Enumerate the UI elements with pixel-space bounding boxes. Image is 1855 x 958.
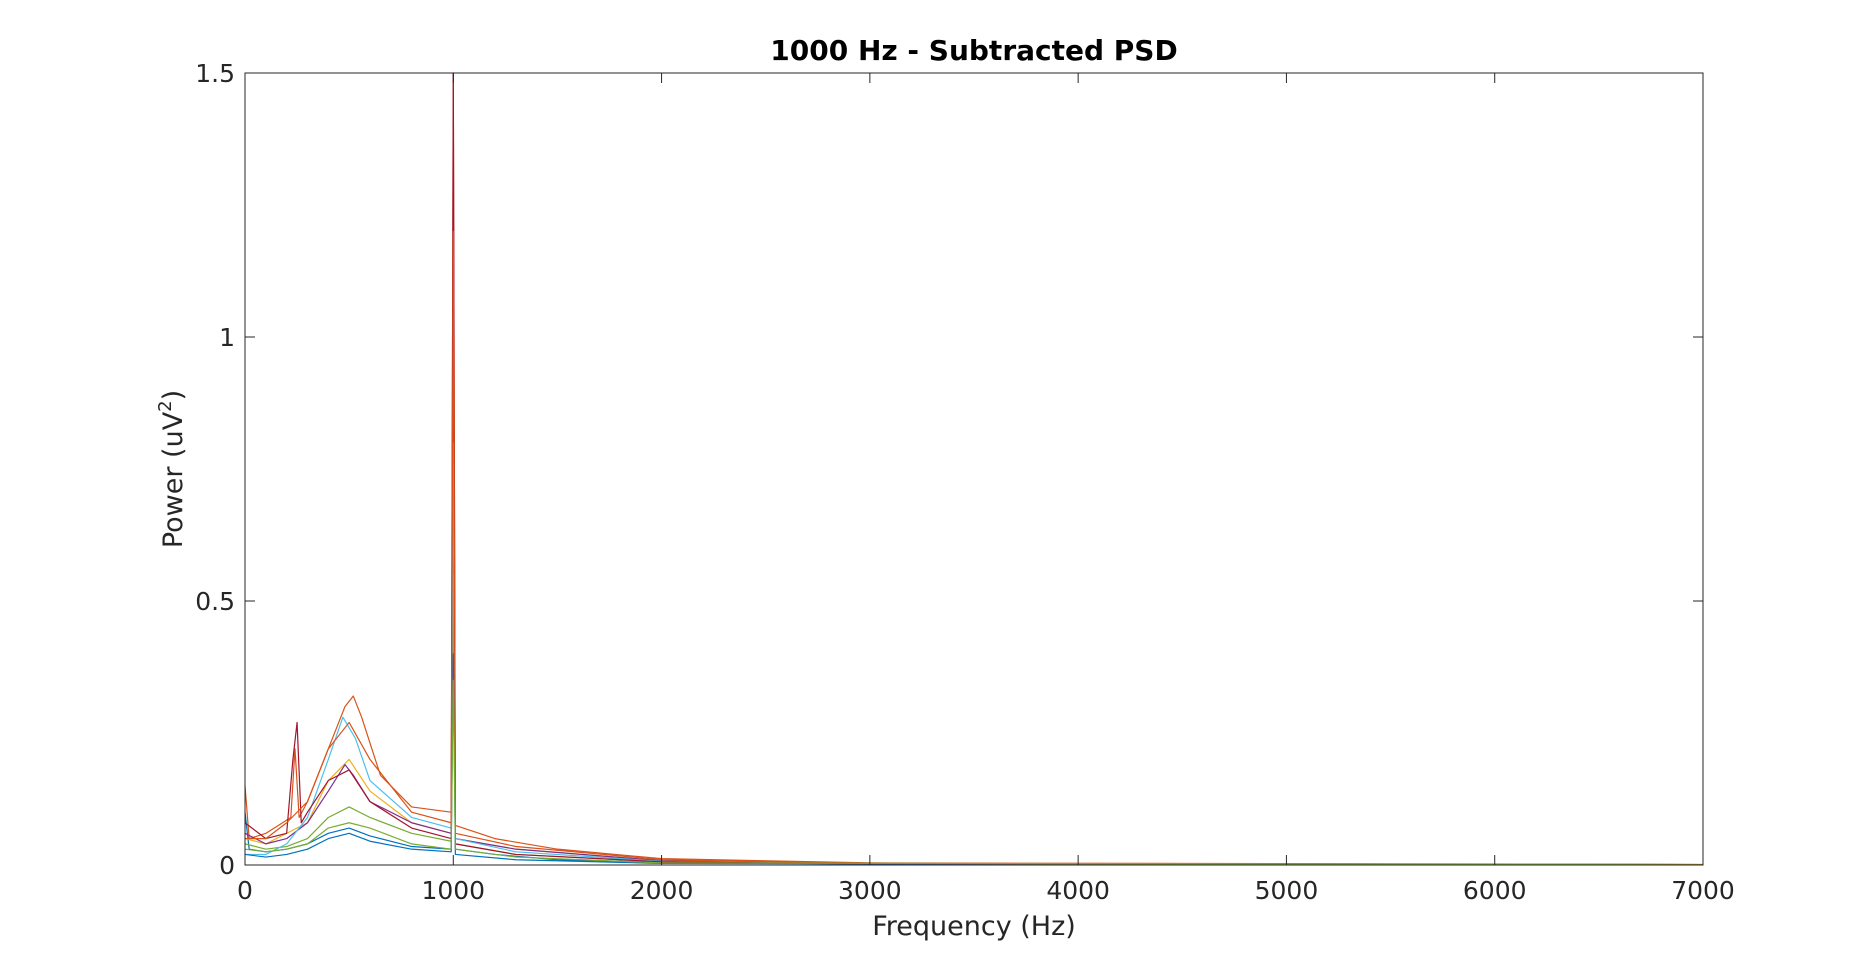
ticks-layer: 0 1000 2000 3000 4000 5000 6000 7000 0 0.5 1 1.5 (195, 59, 1735, 905)
series-line-8 (244, 653, 1704, 866)
x-tick-label: 7000 (1671, 876, 1735, 905)
plot-area (245, 73, 1703, 865)
y-axis-title: Power (uV2) (155, 390, 189, 548)
x-tick-label: 6000 (1463, 876, 1527, 905)
series-layer (244, 72, 1704, 866)
y-tick-label: 1.5 (195, 59, 235, 88)
x-tick-label: 2000 (630, 876, 694, 905)
x-tick-label: 5000 (1255, 876, 1319, 905)
x-tick-label: 1000 (421, 876, 485, 905)
series-line-6 (245, 442, 1704, 866)
y-axis-title-base: Power (uV (158, 411, 189, 548)
y-axis-title-end: ) (158, 390, 189, 401)
x-tick-label: 0 (237, 876, 253, 905)
x-tick-label: 3000 (838, 876, 902, 905)
series-line-9 (245, 230, 1704, 866)
y-tick-label: 1 (219, 323, 235, 352)
series-line-2 (244, 72, 1704, 866)
series-line-7 (244, 72, 1704, 866)
y-tick-label: 0 (219, 851, 235, 880)
y-tick-label: 0.5 (195, 587, 235, 616)
x-axis-title: Frequency (Hz) (872, 911, 1076, 942)
x-tick-label: 4000 (1046, 876, 1110, 905)
series-line-10 (244, 679, 1704, 866)
y-axis-title-sup: 2 (155, 400, 176, 411)
chart-title: 1000 Hz - Subtracted PSD (770, 34, 1177, 67)
axes-box (244, 72, 1704, 866)
